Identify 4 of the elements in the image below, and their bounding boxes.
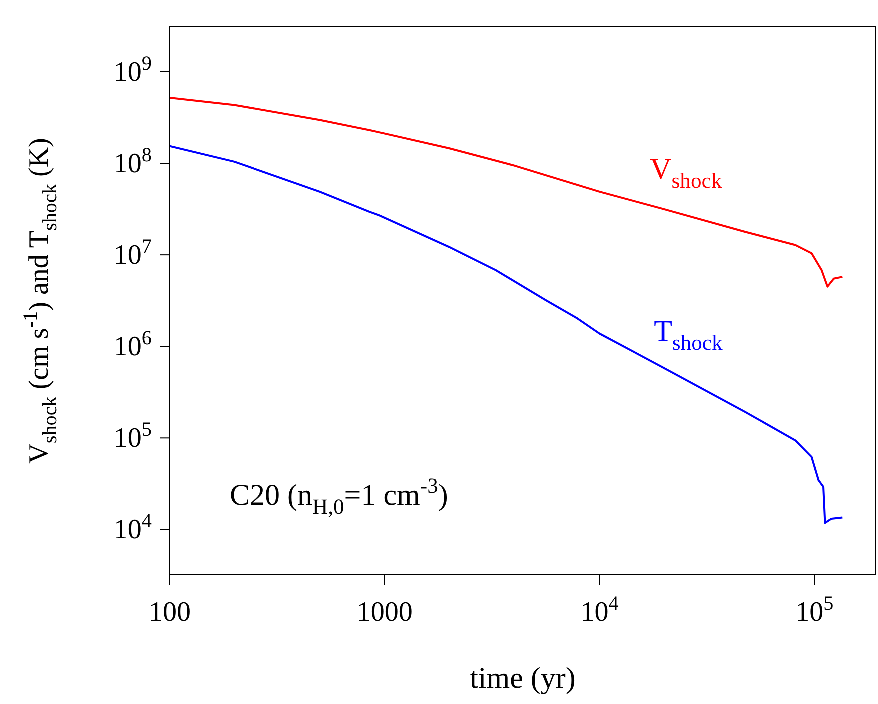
x-axis-title: time (yr) bbox=[470, 662, 576, 695]
x-tick-label: 1000 bbox=[356, 597, 413, 628]
x-tick-label: 100 bbox=[149, 597, 191, 628]
y-axis-title: Vshock (cm s-1) and Tshock (K) bbox=[20, 138, 62, 464]
